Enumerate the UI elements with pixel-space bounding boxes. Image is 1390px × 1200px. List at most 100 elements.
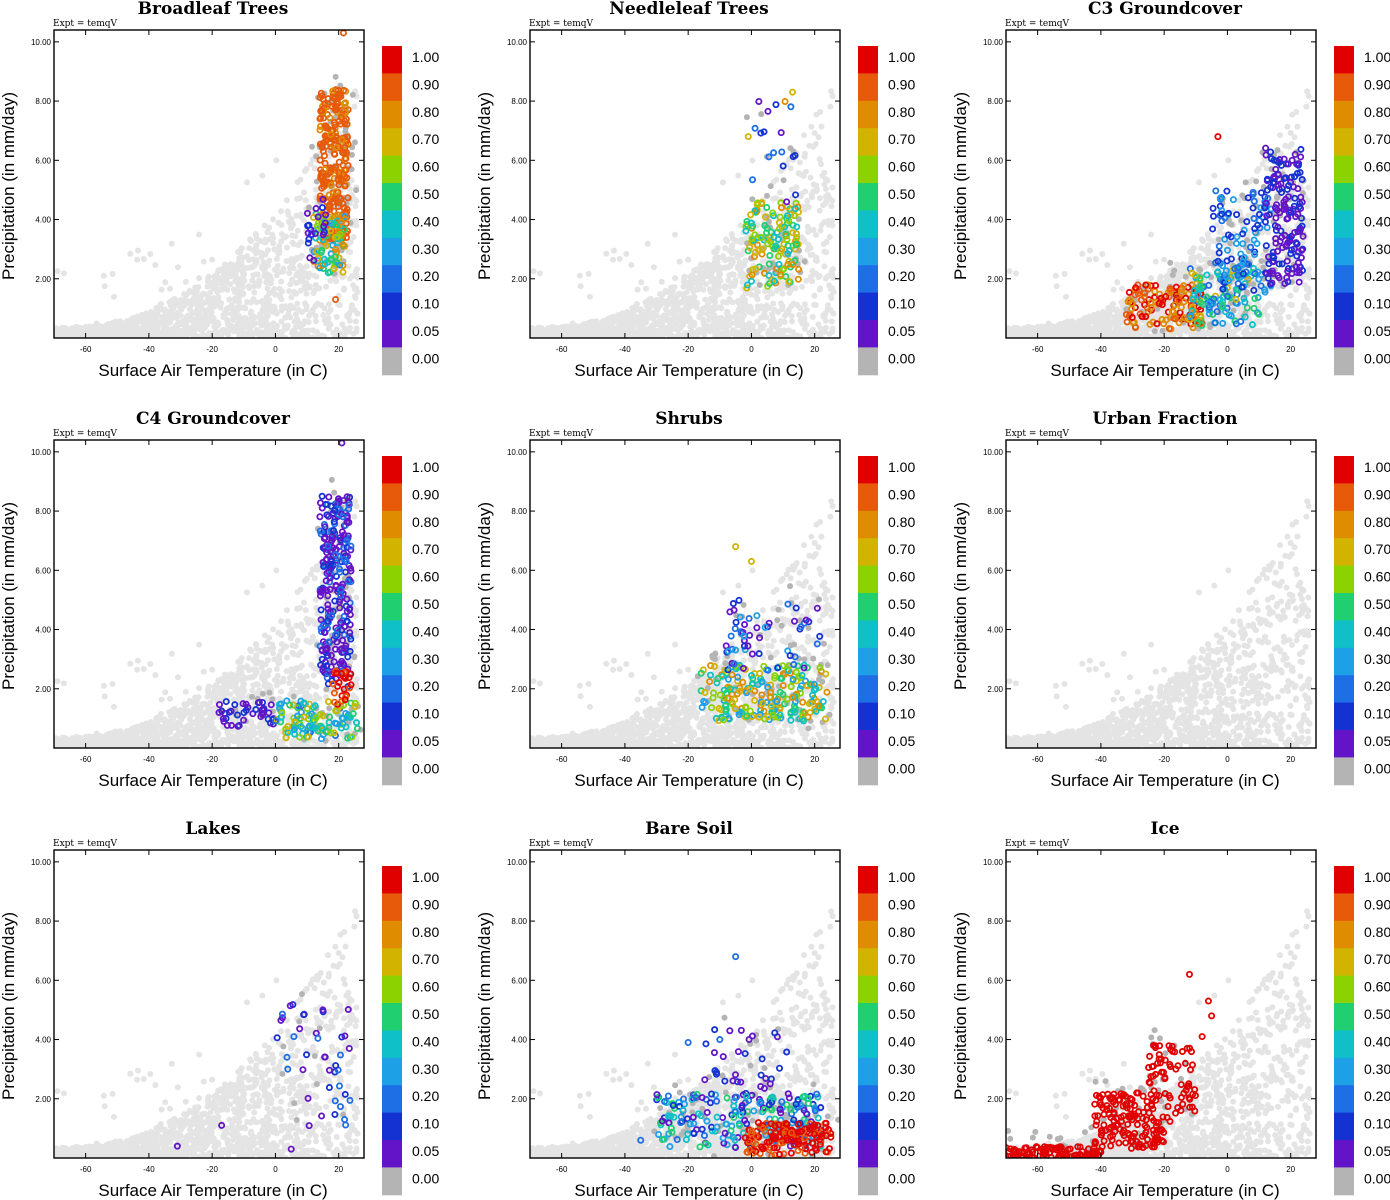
x-tick-label: 0 [273, 345, 278, 354]
background-point [759, 258, 766, 265]
background-point [283, 197, 290, 204]
background-point [285, 212, 292, 219]
background-point [739, 328, 746, 335]
fraction-point [783, 235, 791, 243]
colorbar: 1.000.900.800.700.600.500.400.300.200.10… [858, 46, 915, 376]
background-point [174, 264, 181, 271]
background-point [205, 298, 212, 305]
background-point [1297, 328, 1304, 335]
background-point [117, 330, 124, 337]
fraction-point [785, 247, 793, 255]
fraction-point [314, 213, 322, 221]
background-point [263, 274, 270, 281]
background-point [1012, 270, 1019, 277]
colorbar-label: 0.30 [412, 241, 439, 257]
background-point [163, 319, 170, 326]
fraction-point [344, 194, 352, 202]
background-point [140, 256, 147, 263]
fraction-point [763, 229, 771, 237]
background-point [826, 234, 833, 241]
background-point [576, 323, 583, 330]
background-point [691, 276, 698, 283]
background-point [686, 315, 693, 322]
background-point [224, 286, 231, 293]
background-point [137, 328, 144, 335]
fraction-point [318, 107, 326, 115]
fraction-point [338, 218, 346, 226]
background-point [205, 273, 212, 280]
y-tick-label: 6.00 [511, 156, 527, 165]
background-point [797, 193, 804, 200]
background-point [1052, 272, 1059, 279]
background-point [828, 88, 835, 95]
background-point [312, 318, 319, 325]
background-point [749, 157, 756, 164]
background-point [578, 329, 585, 336]
background-point [799, 283, 806, 290]
background-point [673, 321, 680, 328]
background-point [158, 286, 165, 293]
background-point [658, 317, 665, 324]
fraction-point [312, 205, 320, 213]
background-point [350, 234, 357, 241]
background-point [264, 304, 271, 311]
background-point [585, 270, 592, 277]
fraction-point [318, 92, 326, 100]
background-point [339, 274, 346, 281]
fraction-point [319, 195, 327, 203]
background-point [1110, 306, 1117, 313]
fraction-point [765, 260, 773, 268]
background-point [325, 309, 332, 316]
background-point [822, 186, 829, 193]
background-point [269, 231, 276, 238]
background-point [516, 329, 522, 335]
background-point [830, 310, 837, 317]
background-point [723, 310, 730, 317]
background-point [792, 285, 799, 292]
fraction-point [321, 166, 329, 174]
background-point [296, 331, 303, 338]
background-point [218, 330, 225, 337]
background-point [310, 334, 317, 338]
colorbar-swatch [382, 155, 402, 184]
background-point [259, 172, 266, 179]
background-point [273, 246, 280, 253]
background-point [804, 197, 811, 204]
background-point [187, 329, 194, 336]
background-point [1282, 142, 1289, 149]
fraction-point [791, 205, 799, 213]
background-point [254, 271, 261, 278]
fraction-point [319, 169, 327, 177]
fraction-point [332, 295, 340, 303]
colorbar-label: 0.05 [412, 323, 439, 339]
fraction-point [770, 233, 778, 241]
fraction-point [332, 246, 340, 254]
background-point [270, 216, 277, 223]
background-point [100, 272, 107, 279]
background-point [735, 315, 742, 322]
background-point [1299, 239, 1306, 246]
background-point [702, 323, 709, 330]
background-point [64, 334, 71, 338]
fraction-point [327, 131, 335, 139]
fraction-point [784, 261, 792, 269]
background-point [680, 283, 687, 290]
background-point [629, 305, 636, 312]
scatter-points [54, 30, 361, 338]
background-point [551, 329, 558, 336]
x-axis-label: Surface Air Temperature (in C) [98, 361, 327, 380]
background-point [321, 305, 328, 312]
background-point [601, 333, 608, 338]
background-point [54, 330, 61, 337]
background-point [827, 103, 834, 110]
background-point [182, 317, 189, 324]
background-point [610, 256, 617, 263]
background-point [1104, 262, 1111, 269]
background-point [623, 250, 630, 257]
background-point [605, 320, 612, 327]
background-point [1272, 311, 1279, 318]
fraction-point [763, 203, 771, 211]
background-point [813, 111, 820, 118]
background-point [791, 333, 798, 338]
fraction-point [332, 188, 340, 196]
